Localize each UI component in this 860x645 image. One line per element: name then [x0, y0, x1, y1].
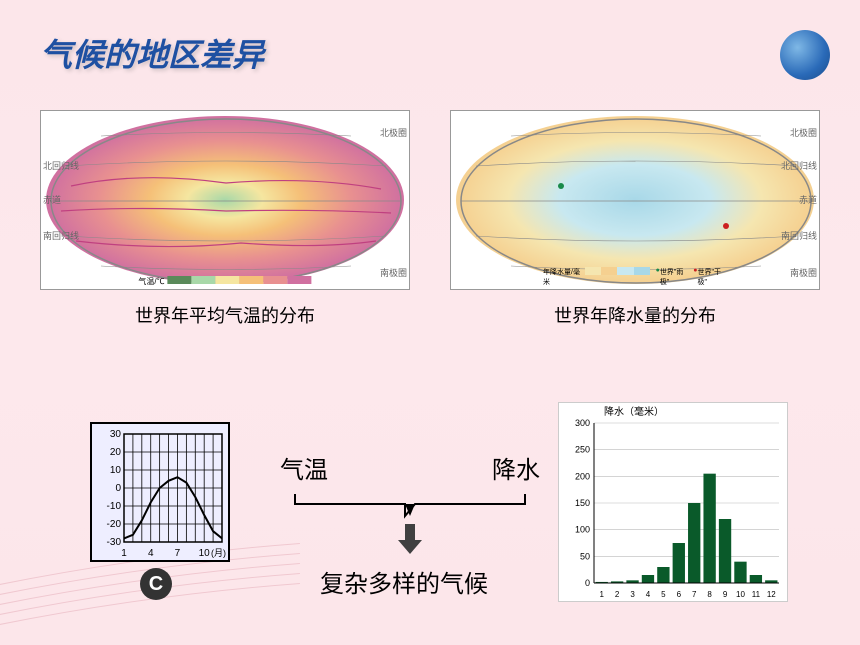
svg-text:1: 1: [599, 590, 604, 599]
svg-text:6: 6: [677, 590, 682, 599]
map-grid: [41, 111, 409, 289]
svg-text:3: 3: [630, 590, 635, 599]
chart-svg: -30-20-10010203014710(月): [96, 428, 228, 560]
svg-text:1: 1: [121, 548, 127, 559]
world-precipitation-map: 北极圈 北回归线 赤道 南回归线 南极圈 年降水量/毫米 ●世界"雨极" ●世界…: [450, 110, 820, 290]
svg-text:0: 0: [585, 578, 590, 588]
svg-text:30: 30: [110, 429, 122, 440]
svg-text:10: 10: [736, 590, 745, 599]
svg-text:5: 5: [661, 590, 666, 599]
svg-text:11: 11: [752, 590, 761, 599]
svg-text:(月): (月): [211, 548, 226, 558]
svg-text:7: 7: [175, 548, 181, 559]
precipitation-legend: 年降水量/毫米 ●世界"雨极" ●世界"干极": [543, 267, 727, 287]
svg-text:50: 50: [580, 551, 590, 561]
temperature-map-caption: 世界年平均气温的分布: [40, 302, 410, 328]
svg-text:8: 8: [707, 590, 712, 599]
svg-text:-20: -20: [107, 519, 122, 530]
precipitation-bar-chart: 降水（毫米）050100150200250300123456789101112: [558, 402, 788, 602]
svg-text:10: 10: [110, 465, 122, 476]
chart-svg: 降水（毫米）050100150200250300123456789101112: [559, 403, 789, 603]
temperature-line-chart: -30-20-10010203014710(月): [90, 422, 230, 562]
svg-text:9: 9: [723, 590, 728, 599]
page-title: 气候的地区差异: [40, 30, 264, 76]
svg-text:4: 4: [148, 548, 154, 559]
svg-text:-10: -10: [107, 501, 122, 512]
bracket-icon: [290, 492, 530, 522]
svg-text:10: 10: [199, 548, 211, 559]
temperature-map-container: 北极圈 北回归线 赤道 南回归线 南极圈 气温/℃ 世界年平均气温的分布: [40, 110, 410, 330]
svg-text:-30: -30: [107, 537, 122, 548]
svg-text:7: 7: [692, 590, 697, 599]
c-badge-icon: C: [140, 568, 172, 600]
svg-text:4: 4: [646, 590, 651, 599]
svg-text:300: 300: [575, 418, 590, 428]
svg-text:2: 2: [615, 590, 620, 599]
map-grid: [451, 111, 819, 289]
globe-icon: [780, 30, 830, 80]
temperature-legend: 气温/℃: [138, 276, 311, 287]
svg-text:12: 12: [767, 590, 776, 599]
conclusion-text: 复杂多样的气候: [320, 564, 488, 599]
svg-text:20: 20: [110, 447, 122, 458]
precipitation-label: 降水: [492, 450, 540, 485]
temperature-label: 气温: [280, 450, 328, 485]
down-arrow-icon: [396, 524, 424, 554]
svg-text:0: 0: [115, 483, 121, 494]
svg-text:100: 100: [575, 525, 590, 535]
svg-text:降水（毫米）: 降水（毫米）: [604, 405, 664, 418]
precipitation-map-caption: 世界年降水量的分布: [450, 302, 820, 328]
svg-text:200: 200: [575, 471, 590, 481]
svg-text:150: 150: [575, 498, 590, 508]
svg-text:250: 250: [575, 445, 590, 455]
world-temperature-map: 北极圈 北回归线 赤道 南回归线 南极圈 气温/℃: [40, 110, 410, 290]
precipitation-map-container: 北极圈 北回归线 赤道 南回归线 南极圈 年降水量/毫米 ●世界"雨极" ●世界…: [450, 110, 820, 330]
label-row: 气温 降水: [280, 450, 540, 485]
